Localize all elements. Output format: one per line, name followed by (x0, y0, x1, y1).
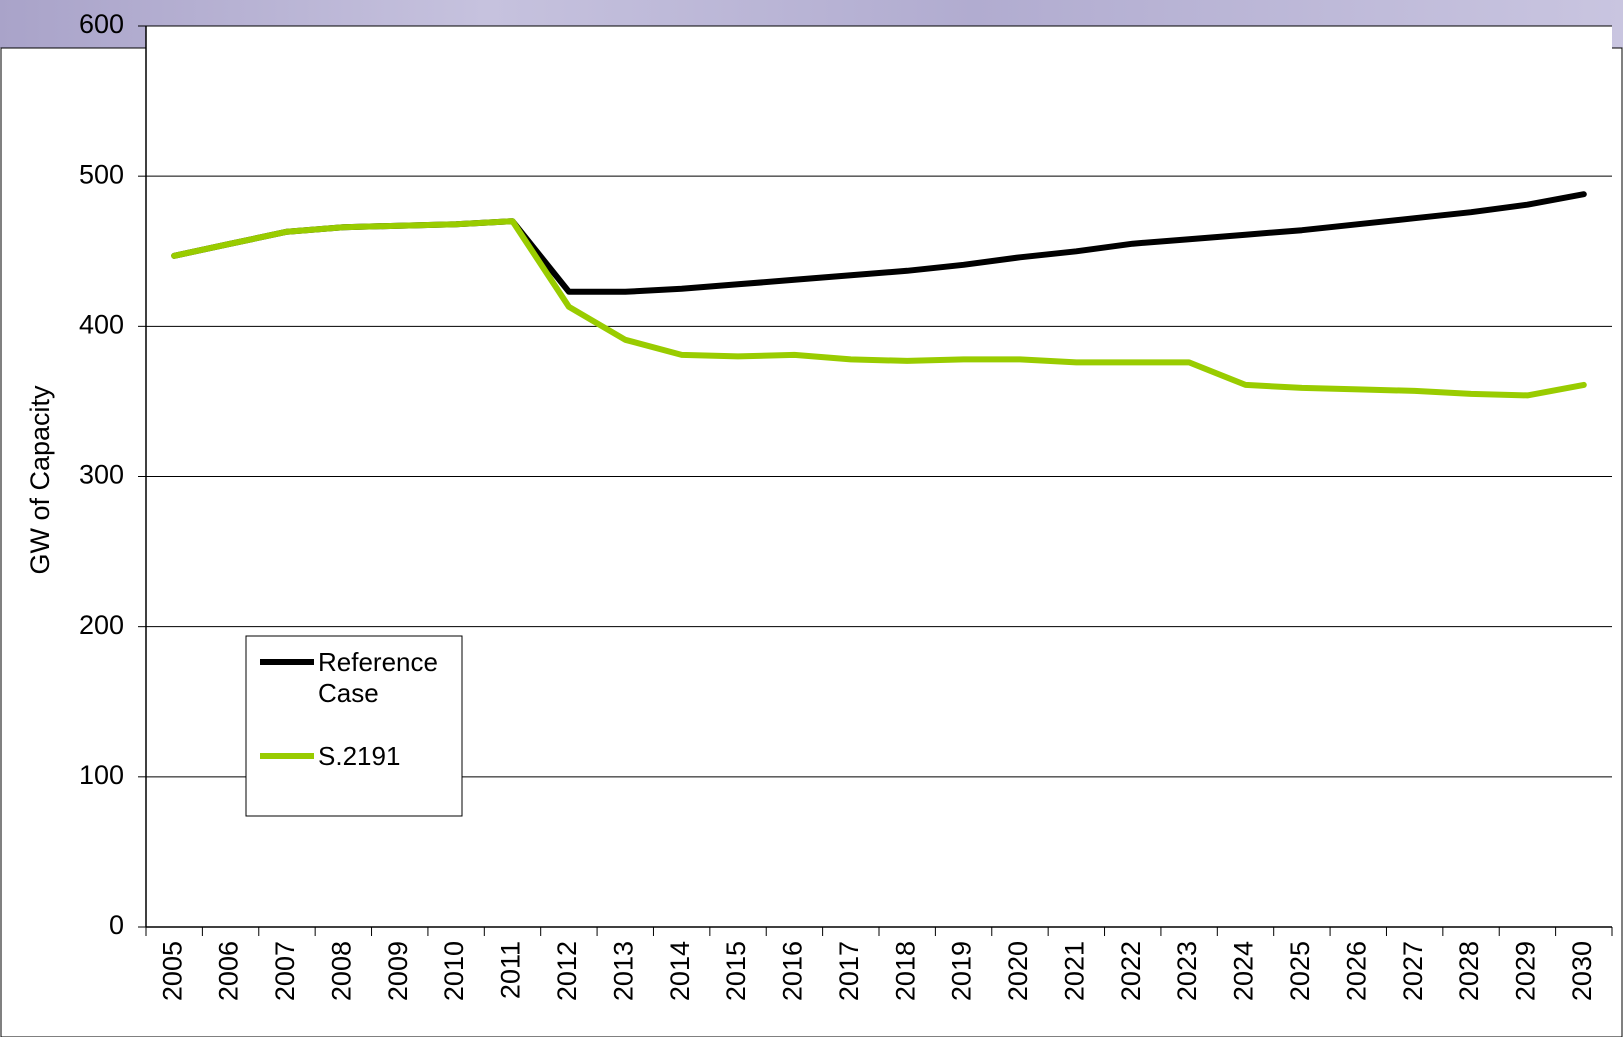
y-tick-label: 300 (79, 460, 124, 490)
x-tick-label: 2009 (383, 941, 413, 1001)
x-tick-label: 2021 (1059, 941, 1089, 1001)
y-tick-label: 400 (79, 309, 124, 339)
y-tick-label: 0 (109, 910, 124, 940)
y-tick-label: 100 (79, 760, 124, 790)
x-tick-label: 2005 (157, 941, 187, 1001)
x-tick-label: 2022 (1116, 941, 1146, 1001)
x-tick-label: 2026 (1341, 941, 1371, 1001)
x-tick-label: 2029 (1511, 941, 1541, 1001)
legend-label: Reference Case (318, 647, 438, 708)
y-axis-label: GW of Capacity (25, 385, 55, 575)
x-tick-label: 2016 (778, 941, 808, 1001)
y-tick-label: 200 (79, 610, 124, 640)
x-tick-label: 2018 (890, 941, 920, 1001)
legend-box (245, 635, 463, 817)
x-tick-label: 2028 (1454, 941, 1484, 1001)
legend-label: S.2191 (318, 741, 401, 771)
x-tick-label: 2007 (270, 941, 300, 1001)
x-tick-label: 2014 (665, 941, 695, 1001)
x-tick-label: 2023 (1172, 941, 1202, 1001)
x-tick-label: 2025 (1285, 941, 1315, 1001)
series-line (171, 218, 1587, 399)
x-tick-label: 2030 (1567, 941, 1597, 1001)
x-tick-label: 2019 (947, 941, 977, 1001)
y-tick-label: 600 (79, 9, 124, 39)
x-tick-label: 2020 (1003, 941, 1033, 1001)
x-tick-label: 2017 (834, 941, 864, 1001)
x-tick-label: 2027 (1398, 941, 1428, 1001)
x-tick-label: 2010 (439, 941, 469, 1001)
x-tick-label: 2015 (721, 941, 751, 1001)
x-tick-label: 2008 (326, 941, 356, 1001)
x-tick-label: 2024 (1229, 941, 1259, 1001)
y-tick-label: 500 (79, 159, 124, 189)
x-tick-label: 2006 (214, 941, 244, 1001)
x-tick-label: 2011 (496, 941, 526, 999)
x-tick-label: 2013 (608, 941, 638, 1001)
x-tick-label: 2012 (552, 941, 582, 1001)
